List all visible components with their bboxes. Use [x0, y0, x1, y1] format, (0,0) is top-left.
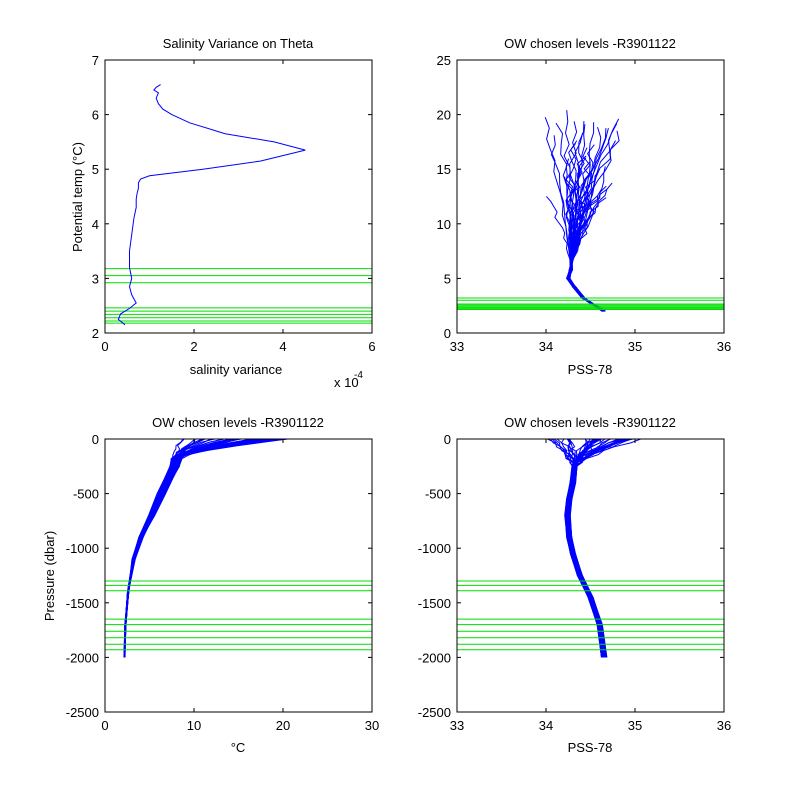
p4-y-tick-label: 0: [444, 432, 451, 447]
p2-y-tick-label: 5: [444, 271, 451, 286]
p1-x-exponent-label: x 10: [334, 375, 359, 390]
p1-x-tick-label: 0: [101, 339, 108, 354]
panel-theta-salinity: OW chosen levels -R3901122 33 34 35 36 0 5 10 1…: [437, 36, 732, 377]
p3-axes: 0 10 20 30 -2500 -2000 -1500 -1000 -500 0: [66, 432, 379, 733]
p1-title: Salinity Variance on Theta: [163, 36, 314, 51]
p2-y-tick-label: 15: [437, 162, 451, 177]
p1-y-tick-label: 6: [92, 108, 99, 123]
p4-y-tick-label: -1000: [418, 541, 451, 556]
p1-y-tick-label: 4: [92, 217, 99, 232]
p2-y-tick-label: 25: [437, 53, 451, 68]
p4-axes: 33 34 35 36 -2500 -2000 -1500 -1000 -500 0: [418, 432, 731, 733]
p4-x-tick-label: 36: [717, 718, 731, 733]
p3-x-tick-label: 20: [276, 718, 290, 733]
p4-title: OW chosen levels -R3901122: [504, 415, 676, 430]
p3-y-tick-label: -2000: [66, 650, 99, 665]
p1-x-tick-label: 6: [368, 339, 375, 354]
p3-title: OW chosen levels -R3901122: [152, 415, 324, 430]
p3-axes-frame: [104, 438, 373, 713]
p3-y-tick-label: -2500: [66, 705, 99, 720]
p1-plot-area: [105, 84, 372, 326]
p3-x-axis-label: °C: [231, 740, 246, 755]
p3-x-tick-label: 30: [365, 718, 379, 733]
p1-y-tick-label: 5: [92, 162, 99, 177]
p2-x-axis-label: PSS-78: [568, 362, 613, 377]
p4-y-tick-label: -500: [425, 487, 451, 502]
p3-y-tick-label: -1500: [66, 596, 99, 611]
p4-y-tick-label: -2500: [418, 705, 451, 720]
p4-y-tick-label: -2000: [418, 650, 451, 665]
p1-x-exponent: -4: [354, 370, 363, 381]
p1-axes-frame: [104, 59, 373, 334]
p3-plot-area: [105, 438, 372, 658]
p2-axes: 33 34 35 36 0 5 10 15 20 25: [437, 53, 732, 354]
p1-y-tick-label: 7: [92, 53, 99, 68]
p1-y-tick-label: 3: [92, 271, 99, 286]
p4-x-tick-label: 35: [628, 718, 642, 733]
p3-profile-line: [123, 438, 238, 658]
p4-x-tick-label: 34: [539, 718, 553, 733]
p3-y-tick-label: -500: [73, 487, 99, 502]
p2-plot-area: [457, 110, 724, 312]
p2-profile-line: [567, 122, 605, 312]
p1-x-axis-label: salinity variance: [190, 362, 283, 377]
p2-y-tick-label: 0: [444, 326, 451, 341]
p2-profile-line: [566, 140, 616, 312]
p2-x-tick-label: 33: [450, 339, 464, 354]
p2-x-tick-label: 35: [628, 339, 642, 354]
p4-profile-line: [551, 438, 606, 658]
panel-pressure-salinity: OW chosen levels -R3901122 33 34 35 36 -2500…: [418, 415, 731, 755]
p1-y-tick-label: 2: [92, 326, 99, 341]
p4-x-axis-label: PSS-78: [568, 740, 613, 755]
p4-plot-area: [457, 438, 724, 658]
panel-pressure-temperature: OW chosen levels -R3901122 0 10 20 30 -2500 -…: [42, 415, 379, 755]
p1-x-tick-label: 4: [279, 339, 286, 354]
p2-profile-line: [544, 117, 604, 312]
p3-x-tick-label: 0: [101, 718, 108, 733]
p2-axes-frame: [456, 59, 725, 334]
p4-x-tick-label: 33: [450, 718, 464, 733]
p2-x-tick-label: 34: [539, 339, 553, 354]
p4-profile-line: [565, 438, 611, 658]
p1-y-axis-label: Potential temp (°C): [70, 142, 85, 252]
p3-y-tick-label: -1000: [66, 541, 99, 556]
p3-profile-line: [124, 438, 225, 658]
p1-x-tick-label: 2: [190, 339, 197, 354]
p3-x-tick-label: 10: [187, 718, 201, 733]
p4-profile-line: [568, 438, 607, 658]
p3-y-tick-label: 0: [92, 432, 99, 447]
p4-axes-frame: [456, 438, 725, 713]
p2-title: OW chosen levels -R3901122: [504, 36, 676, 51]
p1-variance-line: [117, 84, 306, 326]
p2-x-tick-label: 36: [717, 339, 731, 354]
p2-y-tick-label: 10: [437, 217, 451, 232]
p3-y-axis-label: Pressure (dbar): [42, 531, 57, 621]
p2-y-tick-label: 20: [437, 108, 451, 123]
p4-y-tick-label: -1500: [418, 596, 451, 611]
